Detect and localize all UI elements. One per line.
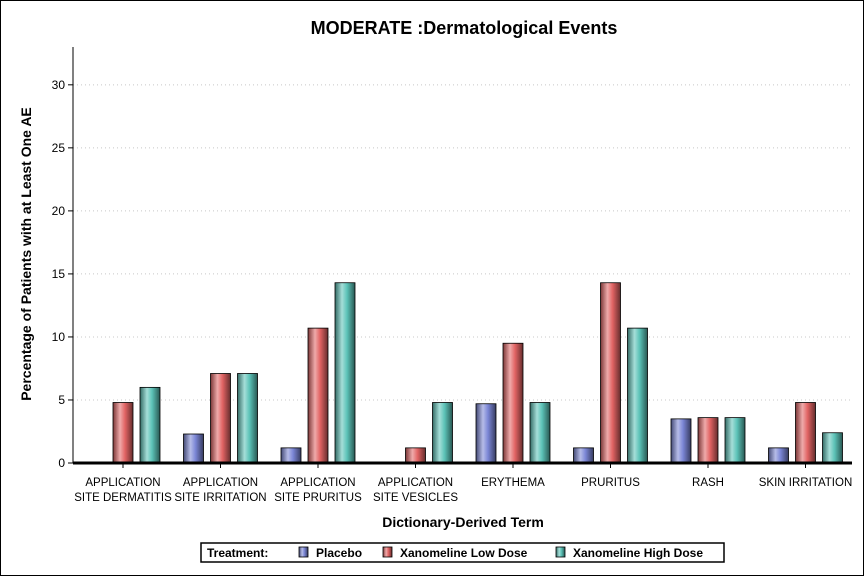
bar [280,447,302,464]
axes [72,47,852,465]
legend: Treatment: Placebo Xanomeline Low Dose Xan… [200,542,725,563]
x-tick-label: SITE IRRITATION [174,492,266,504]
bar [475,403,497,464]
bar [432,402,453,464]
x-tick-label: SITE DERMATITIS [74,492,172,504]
bar [822,432,843,464]
bar [183,433,204,464]
bar [724,417,746,464]
chart-title: MODERATE :Dermatological Events [311,18,618,38]
legend-swatch [555,546,566,558]
bar [627,327,648,464]
legend-label: Placebo [316,546,362,560]
bar [768,447,789,464]
bar [307,327,329,464]
legend-label: Xanomeline High Dose [573,546,703,560]
bar [112,402,134,464]
x-tick-label: SITE PRURITUS [274,492,362,504]
y-axis-label: Percentage of Patients with at Least One… [18,107,34,401]
bar [670,418,692,464]
bar [139,386,161,464]
x-tick-label: ERYTHEMA [481,477,545,489]
bar [529,402,551,464]
y-tick-label: 25 [52,141,66,155]
legend-label: Xanomeline Low Dose [400,546,528,560]
y-axis-ticks: 0 5 10 15 20 25 30 [52,78,73,470]
legend-swatch [382,546,393,558]
bar [502,342,524,464]
y-tick-label: 30 [52,78,66,92]
y-tick-label: 20 [52,204,66,218]
y-tick-label: 15 [52,267,66,281]
x-axis-ticks: APPLICATION SITE DERMATITIS APPLICATION SIT… [74,463,852,504]
bar [237,373,258,464]
x-tick-label: APPLICATION [85,477,160,489]
bar [600,282,621,464]
y-tick-label: 5 [58,393,65,407]
bar [795,402,816,464]
x-tick-label: SITE VESICLES [373,492,458,504]
gridlines [73,84,852,401]
y-tick-label: 0 [58,456,65,470]
bar [697,417,719,464]
bars [112,282,843,464]
bar [573,447,594,464]
x-tick-label: APPLICATION [280,477,355,489]
legend-swatch [298,546,309,558]
legend-title: Treatment: [207,546,268,560]
x-tick-label: RASH [692,477,724,489]
bar [405,447,426,464]
x-tick-label: PRURITUS [581,477,640,489]
x-tick-label: APPLICATION [183,477,258,489]
x-tick-label: APPLICATION [378,477,453,489]
legend-box [200,542,725,563]
bar [334,282,356,464]
x-axis-label: Dictionary-Derived Term [382,514,544,530]
y-tick-label: 10 [52,330,66,344]
bar [210,373,231,464]
x-tick-label: SKIN IRRITATION [759,477,853,489]
